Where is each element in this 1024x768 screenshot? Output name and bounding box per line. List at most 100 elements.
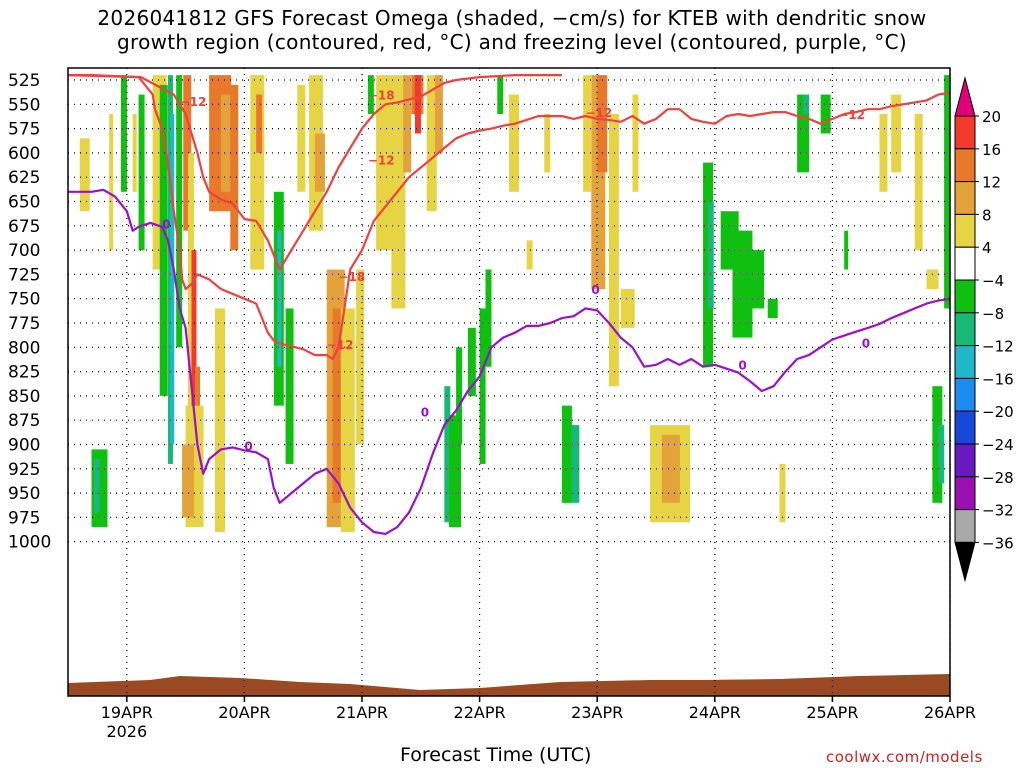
omega-streak (926, 269, 939, 289)
omega-streak (444, 386, 451, 523)
contour-label-red: −12 (327, 338, 354, 352)
colorbar-tick-label: 12 (982, 174, 1001, 192)
y-tick-label: 925 (8, 460, 40, 480)
omega-streak (932, 386, 943, 503)
omega-streak (138, 94, 145, 251)
omega-streak (182, 444, 195, 518)
omega-streak (170, 114, 175, 445)
omega-streak (844, 230, 849, 270)
colorbar-bin (954, 213, 976, 248)
colorbar-tick-label: −20 (982, 403, 1014, 421)
omega-streak (944, 75, 950, 309)
contour-line (68, 74, 950, 361)
y-tick-label: 825 (8, 363, 40, 383)
contour-label-red: −12 (368, 154, 395, 168)
x-tick-label: 21APR (336, 703, 388, 722)
contour-label-purple: 0 (162, 218, 170, 232)
colorbar-bin (954, 509, 976, 543)
omega-streak (632, 94, 639, 192)
omega-streak (479, 308, 486, 464)
chart-title-line-2: growth region (contoured, red, °C) and f… (117, 30, 907, 54)
x-tick-label: 24APR (689, 703, 741, 722)
colorbar-tick-label: 16 (982, 141, 1001, 159)
omega-shading (79, 75, 950, 532)
y-tick-label: 775 (8, 314, 40, 334)
omega-streak (183, 75, 192, 231)
x-tick-label: 26APR (924, 703, 976, 722)
omega-streak (767, 298, 778, 319)
omega-streak (79, 138, 90, 212)
omega-streak (571, 425, 580, 503)
omega-streak (938, 425, 945, 484)
omega-streak (456, 347, 463, 445)
omega-streak (120, 75, 127, 192)
omega-streak (509, 94, 519, 192)
contour-label-purple: 0 (421, 405, 429, 419)
x-tick-label: 19APR (101, 703, 153, 722)
colorbar-tick-label: −28 (982, 469, 1014, 487)
colorbar-bin (954, 410, 976, 445)
contour-label-red: −18 (368, 88, 395, 102)
y-tick-label: 975 (8, 508, 40, 528)
plot-frame (67, 67, 951, 697)
colorbar-tick-label: −16 (982, 370, 1014, 388)
y-tick-label: 800 (8, 338, 40, 358)
colorbar-tick-label: −12 (982, 338, 1014, 356)
omega-streak (109, 114, 114, 251)
y-tick-label: 850 (8, 387, 40, 407)
omega-streak (561, 405, 572, 503)
colorbar-bin (954, 279, 976, 314)
x-tick-label: 22APR (454, 703, 506, 722)
omega-streak (367, 75, 374, 115)
omega-streak (597, 75, 608, 173)
omega-streak (277, 230, 282, 367)
contour-label-purple: 0 (244, 439, 252, 453)
x-tick-year: 2026 (106, 722, 147, 741)
omega-streak (285, 308, 294, 464)
omega-streak (914, 114, 923, 251)
contour-label-red: −18 (338, 270, 365, 284)
y-tick-label: 575 (8, 120, 40, 140)
omega-streak (497, 75, 504, 115)
omega-streak (332, 308, 343, 503)
omega-streak (526, 240, 533, 270)
x-axis-label: Forecast Time (UTC) (400, 744, 592, 766)
colorbar: 20 16 12 8 4 −4 −8 −12 −16 −20 −24 −28 −32 −36 (954, 76, 1014, 583)
omega-streak (93, 459, 100, 513)
contour-label-red: −12 (838, 108, 865, 122)
y-tick-label: 625 (8, 168, 40, 188)
colorbar-bin (954, 312, 976, 347)
omega-streak (215, 308, 225, 532)
omega-streak (485, 269, 492, 367)
contour-label-purple: 0 (738, 359, 746, 373)
y-tick-label: 950 (8, 484, 40, 504)
omega-streak (426, 75, 437, 212)
colorbar-bin (954, 377, 976, 412)
y-tick-label: 1000 (8, 533, 51, 553)
colorbar-bin (954, 148, 976, 183)
y-tick-label: 875 (8, 411, 40, 431)
colorbar-tick-label: 4 (982, 239, 992, 257)
contour-label-red: −12 (585, 106, 612, 120)
contour-label-purple: 0 (591, 283, 599, 297)
terrain-ground (68, 674, 950, 696)
omega-streak (608, 114, 619, 387)
y-tick-label: 900 (8, 436, 40, 456)
colorbar-tick-label: −32 (982, 502, 1014, 520)
omega-streak (230, 84, 239, 251)
omega-streak (176, 75, 183, 348)
omega-streak (820, 94, 831, 134)
colorbar-bin (954, 181, 976, 215)
colorbar-tick-label: −24 (982, 436, 1014, 454)
omega-streak (620, 288, 635, 328)
colorbar-tick-label: 8 (982, 206, 992, 224)
omega-streak (544, 114, 551, 173)
omega-streak (356, 269, 365, 445)
omega-streak (414, 75, 421, 134)
colorbar-tick-label: 20 (982, 108, 1001, 126)
omega-streak (707, 201, 714, 309)
y-tick-label: 750 (8, 290, 40, 310)
omega-streak (467, 327, 476, 396)
x-tick-label: 25APR (806, 703, 858, 722)
